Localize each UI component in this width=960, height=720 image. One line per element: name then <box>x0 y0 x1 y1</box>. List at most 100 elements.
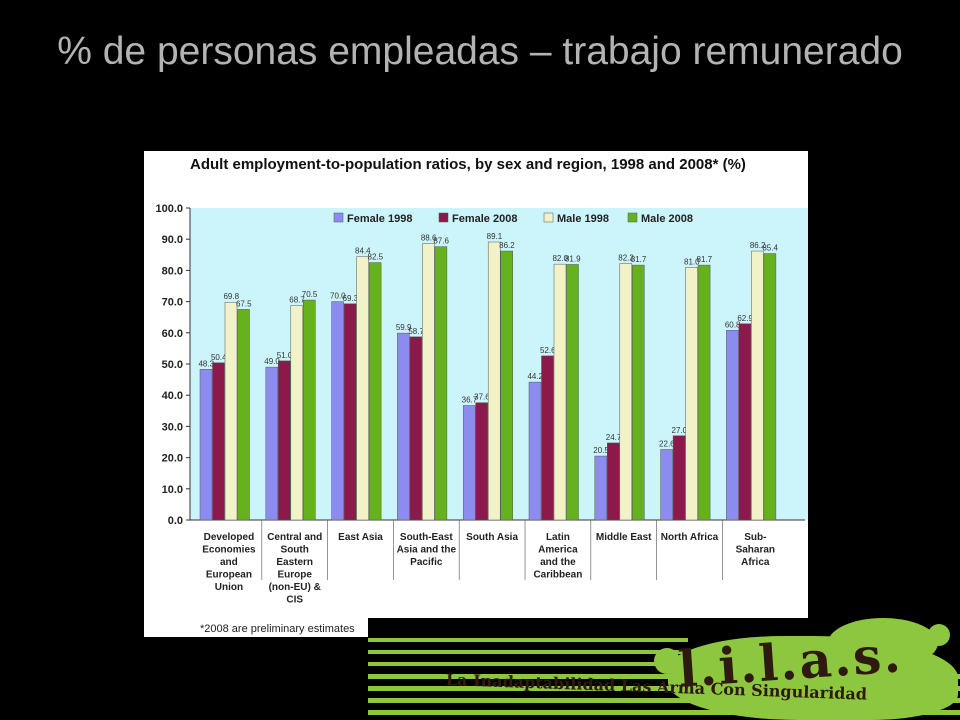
data-label: 70.5 <box>302 290 318 299</box>
legend-label: Female 1998 <box>347 213 412 225</box>
data-label: 24.7 <box>606 433 622 442</box>
y-tick-label: 10.0 <box>162 484 183 496</box>
y-tick-label: 90.0 <box>162 234 183 246</box>
bar-female-1998 <box>594 455 608 521</box>
data-label: 86.2 <box>750 241 766 250</box>
data-label: 86.2 <box>499 241 515 250</box>
bar-female-1998 <box>660 449 673 521</box>
legend-swatch <box>333 212 344 223</box>
x-category-label: South Asia <box>466 532 518 543</box>
data-label: 69.3 <box>343 294 359 303</box>
data-label: 44.2 <box>527 372 543 381</box>
chart-panel: Adult employment-to-population ratios, b… <box>144 151 808 637</box>
y-tick-label: 80.0 <box>162 265 183 277</box>
data-label: 88.6 <box>421 234 437 243</box>
data-label: 87.6 <box>433 237 449 246</box>
data-label: 50.4 <box>211 353 227 362</box>
x-category-label: Europe <box>277 570 312 581</box>
bar-male-2008 <box>303 299 316 521</box>
bar-female-2008 <box>738 323 752 521</box>
x-category-label: Caribbean <box>533 570 582 581</box>
data-label: 52.6 <box>540 346 556 355</box>
x-category-label: South-East <box>400 532 453 543</box>
bar-male-1998 <box>553 263 567 521</box>
bar-female-1998 <box>331 301 344 521</box>
data-label: 20.5 <box>593 446 609 455</box>
data-label: 89.1 <box>487 232 503 241</box>
x-category-label: South <box>281 545 309 556</box>
bar-male-2008 <box>368 262 382 521</box>
x-category-label: Union <box>215 582 243 593</box>
data-label: 82.2 <box>618 254 634 263</box>
x-category-label: European <box>206 570 252 581</box>
x-category-label: Africa <box>741 557 770 568</box>
legend-label: Male 2008 <box>641 213 693 225</box>
data-label: 82.0 <box>552 254 568 263</box>
bar-male-1998 <box>422 243 435 521</box>
x-category-label: Asia and the <box>397 545 457 556</box>
bar-female-1998 <box>265 366 279 521</box>
x-category-label: Eastern <box>276 557 313 568</box>
bar-female-2008 <box>672 435 686 521</box>
bar-male-1998 <box>619 263 633 521</box>
data-label: 82.5 <box>368 253 384 262</box>
y-tick-label: 50.0 <box>162 359 183 371</box>
bar-male-2008 <box>566 264 579 521</box>
data-label: 81.7 <box>631 255 647 264</box>
data-label: 81.0 <box>684 257 700 266</box>
data-label: 60.8 <box>725 320 741 329</box>
y-tick-label: 0.0 <box>168 515 183 527</box>
legend-label: Male 1998 <box>557 213 609 225</box>
data-label: 22.6 <box>659 439 675 448</box>
slide-title: % de personas empleadas – trabajo remune… <box>57 30 903 73</box>
data-label: 58.7 <box>408 327 424 336</box>
data-label: 48.3 <box>198 359 214 368</box>
data-label: 70.0 <box>330 292 346 301</box>
x-category-label: America <box>538 545 578 556</box>
x-category-label: East Asia <box>338 532 383 543</box>
y-tick-label: 20.0 <box>162 453 183 465</box>
legend-swatch <box>543 212 554 223</box>
bar-male-1998 <box>685 267 698 521</box>
bar-female-2008 <box>607 442 620 521</box>
data-label: 37.6 <box>474 393 490 402</box>
data-label: 81.9 <box>565 254 581 263</box>
bar-female-2008 <box>343 303 357 521</box>
data-label: 59.9 <box>396 323 412 332</box>
bar-male-2008 <box>697 264 711 521</box>
x-category-label: Developed <box>204 532 255 543</box>
bar-female-2008 <box>475 402 488 521</box>
data-label: 84.4 <box>355 247 371 256</box>
bar-male-2008 <box>237 309 250 521</box>
bar-female-1998 <box>462 405 476 521</box>
y-tick-label: 60.0 <box>162 328 183 340</box>
legend-label: Female 2008 <box>452 213 517 225</box>
x-category-label: Saharan <box>736 545 775 556</box>
x-category-label: CIS <box>286 595 303 606</box>
lilas-logo-banner: l.i.l.a.s. La Inadaptabilidad Las Arma C… <box>368 618 960 720</box>
bar-female-2008 <box>409 336 423 521</box>
bar-female-1998 <box>528 381 542 521</box>
bar-male-1998 <box>356 256 369 521</box>
x-category-label: Sub- <box>744 532 766 543</box>
bar-male-1998 <box>290 305 304 521</box>
data-label: 68.7 <box>289 296 305 305</box>
bar-female-2008 <box>278 360 291 521</box>
bar-male-1998 <box>224 301 238 521</box>
x-category-label: and <box>220 557 238 568</box>
x-category-label: Central and <box>267 532 322 543</box>
x-category-label: and the <box>540 557 576 568</box>
bar-female-1998 <box>397 332 410 521</box>
chart-title: Adult employment-to-population ratios, b… <box>190 156 746 173</box>
data-label: 49.0 <box>264 357 280 366</box>
y-tick-label: 30.0 <box>162 421 183 433</box>
y-tick-label: 40.0 <box>162 390 183 402</box>
bar-male-1998 <box>751 250 764 521</box>
data-label: 27.0 <box>672 426 688 435</box>
bar-female-2008 <box>212 362 225 521</box>
bar-chart: 0.0 10.0 20.0 30.0 40.0 50.0 60.0 70.0 80.0 90.0 1… <box>155 203 808 606</box>
legend-swatch <box>438 212 449 223</box>
bar-male-2008 <box>763 253 777 521</box>
data-label: 85.4 <box>762 244 778 253</box>
bar-male-1998 <box>487 241 501 521</box>
